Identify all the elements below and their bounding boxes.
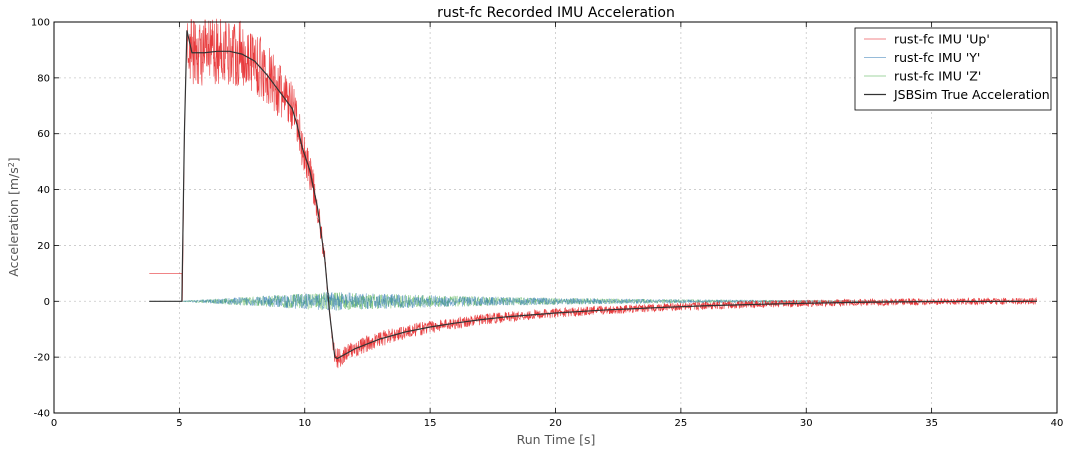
x-axis-title: Run Time [s] <box>517 432 596 447</box>
y-tick-label: -20 <box>34 353 50 364</box>
x-tick-label: 5 <box>176 418 182 429</box>
x-tick-label: 30 <box>800 418 813 429</box>
series-line-y <box>149 292 1037 311</box>
chart-title: rust-fc Recorded IMU Acceleration <box>437 5 675 21</box>
axis-ticks: 0 5 10 15 20 25 30 35 40 -40 -20 0 20 40 60 80 100 <box>31 18 1063 430</box>
y-tick-label: 40 <box>37 185 50 196</box>
series-line-true <box>149 30 1037 360</box>
legend-label: rust-fc IMU 'Up' <box>894 32 990 47</box>
legend-label: rust-fc IMU 'Y' <box>894 50 980 65</box>
y-axis-title: Acceleration [m/s2] <box>6 157 21 276</box>
y-tick-label: 20 <box>37 241 50 252</box>
legend: rust-fc IMU 'Up' rust-fc IMU 'Y' rust-fc I… <box>854 27 1052 111</box>
x-tick-label: 15 <box>424 418 437 429</box>
legend-box <box>854 27 1052 111</box>
series-layer <box>149 18 1037 369</box>
y-tick-label: 60 <box>37 129 50 140</box>
x-tick-label: 0 <box>51 418 57 429</box>
x-tick-label: 20 <box>549 418 562 429</box>
y-tick-label: -40 <box>34 409 50 420</box>
x-tick-label: 10 <box>298 418 311 429</box>
grid-lines <box>54 22 1057 413</box>
series-line-up <box>149 18 1037 369</box>
x-tick-label: 40 <box>1051 418 1064 429</box>
legend-label: rust-fc IMU 'Z' <box>894 69 981 84</box>
x-tick-label: 25 <box>675 418 688 429</box>
y-tick-label: 80 <box>37 73 50 84</box>
legend-label: JSBSim True Acceleration <box>893 87 1050 102</box>
y-tick-label: 0 <box>44 297 50 308</box>
y-tick-label: 100 <box>31 18 50 29</box>
x-tick-label: 35 <box>925 418 938 429</box>
